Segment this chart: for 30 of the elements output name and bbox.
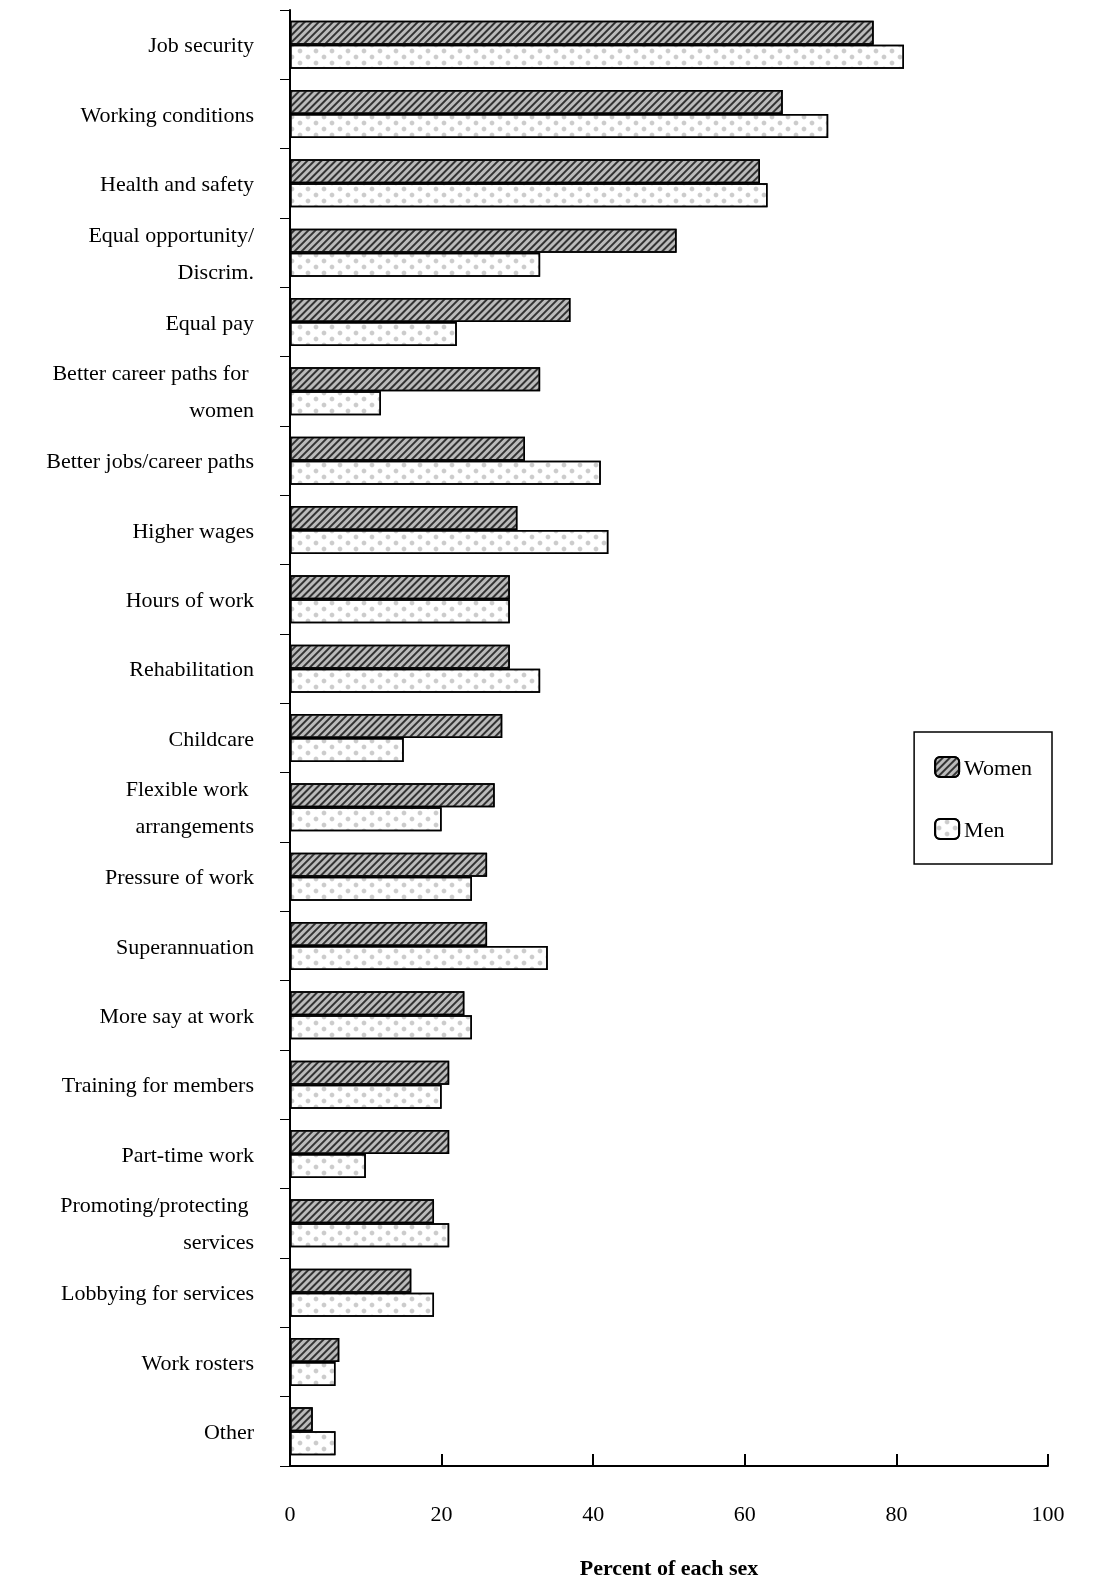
y-tick-label: Job security <box>148 32 254 58</box>
y-tick-label: Rehabilitation <box>129 656 254 682</box>
y-tick-label: Lobbying for services <box>60 1280 254 1306</box>
y-tick-label: Flexible work arrangements <box>125 776 254 839</box>
x-tick-label: 60 <box>733 1500 756 1526</box>
y-tick-label: Working conditions <box>80 101 254 127</box>
y-tick-label: Childcare <box>168 725 254 751</box>
y-tick-label: Other <box>203 1418 255 1444</box>
y-tick-label: Work rosters <box>141 1349 254 1375</box>
x-axis-title: Percent of each sex <box>579 1554 759 1580</box>
x-tick-label: 0 <box>284 1500 296 1526</box>
y-tick-label: Pressure of work <box>104 864 254 890</box>
y-tick-label: More say at work <box>99 1002 254 1028</box>
x-tick-label: 20 <box>430 1500 453 1526</box>
y-tick-label: Training for members <box>61 1072 254 1098</box>
x-tick-label: 100 <box>1031 1500 1065 1526</box>
y-tick-label: Better jobs/career paths <box>46 448 254 474</box>
x-tick-label: 40 <box>582 1500 605 1526</box>
y-tick-label: Promoting/protecting services <box>60 1192 254 1255</box>
y-tick-label: Better career paths for women <box>52 360 254 423</box>
legend-label: Women <box>964 754 1033 780</box>
x-tick-label: 80 <box>885 1500 908 1526</box>
y-tick-label: Equal pay <box>165 309 254 335</box>
y-tick-label: Hours of work <box>125 586 254 612</box>
y-tick-label: Higher wages <box>132 517 254 543</box>
legend-label: Men <box>964 816 1005 842</box>
y-tick-label: Part-time work <box>121 1141 254 1167</box>
y-tick-label: Equal opportunity/Discrim. <box>88 221 255 284</box>
y-tick-label: Health and safety <box>100 170 254 196</box>
y-tick-label: Superannuation <box>115 933 254 959</box>
